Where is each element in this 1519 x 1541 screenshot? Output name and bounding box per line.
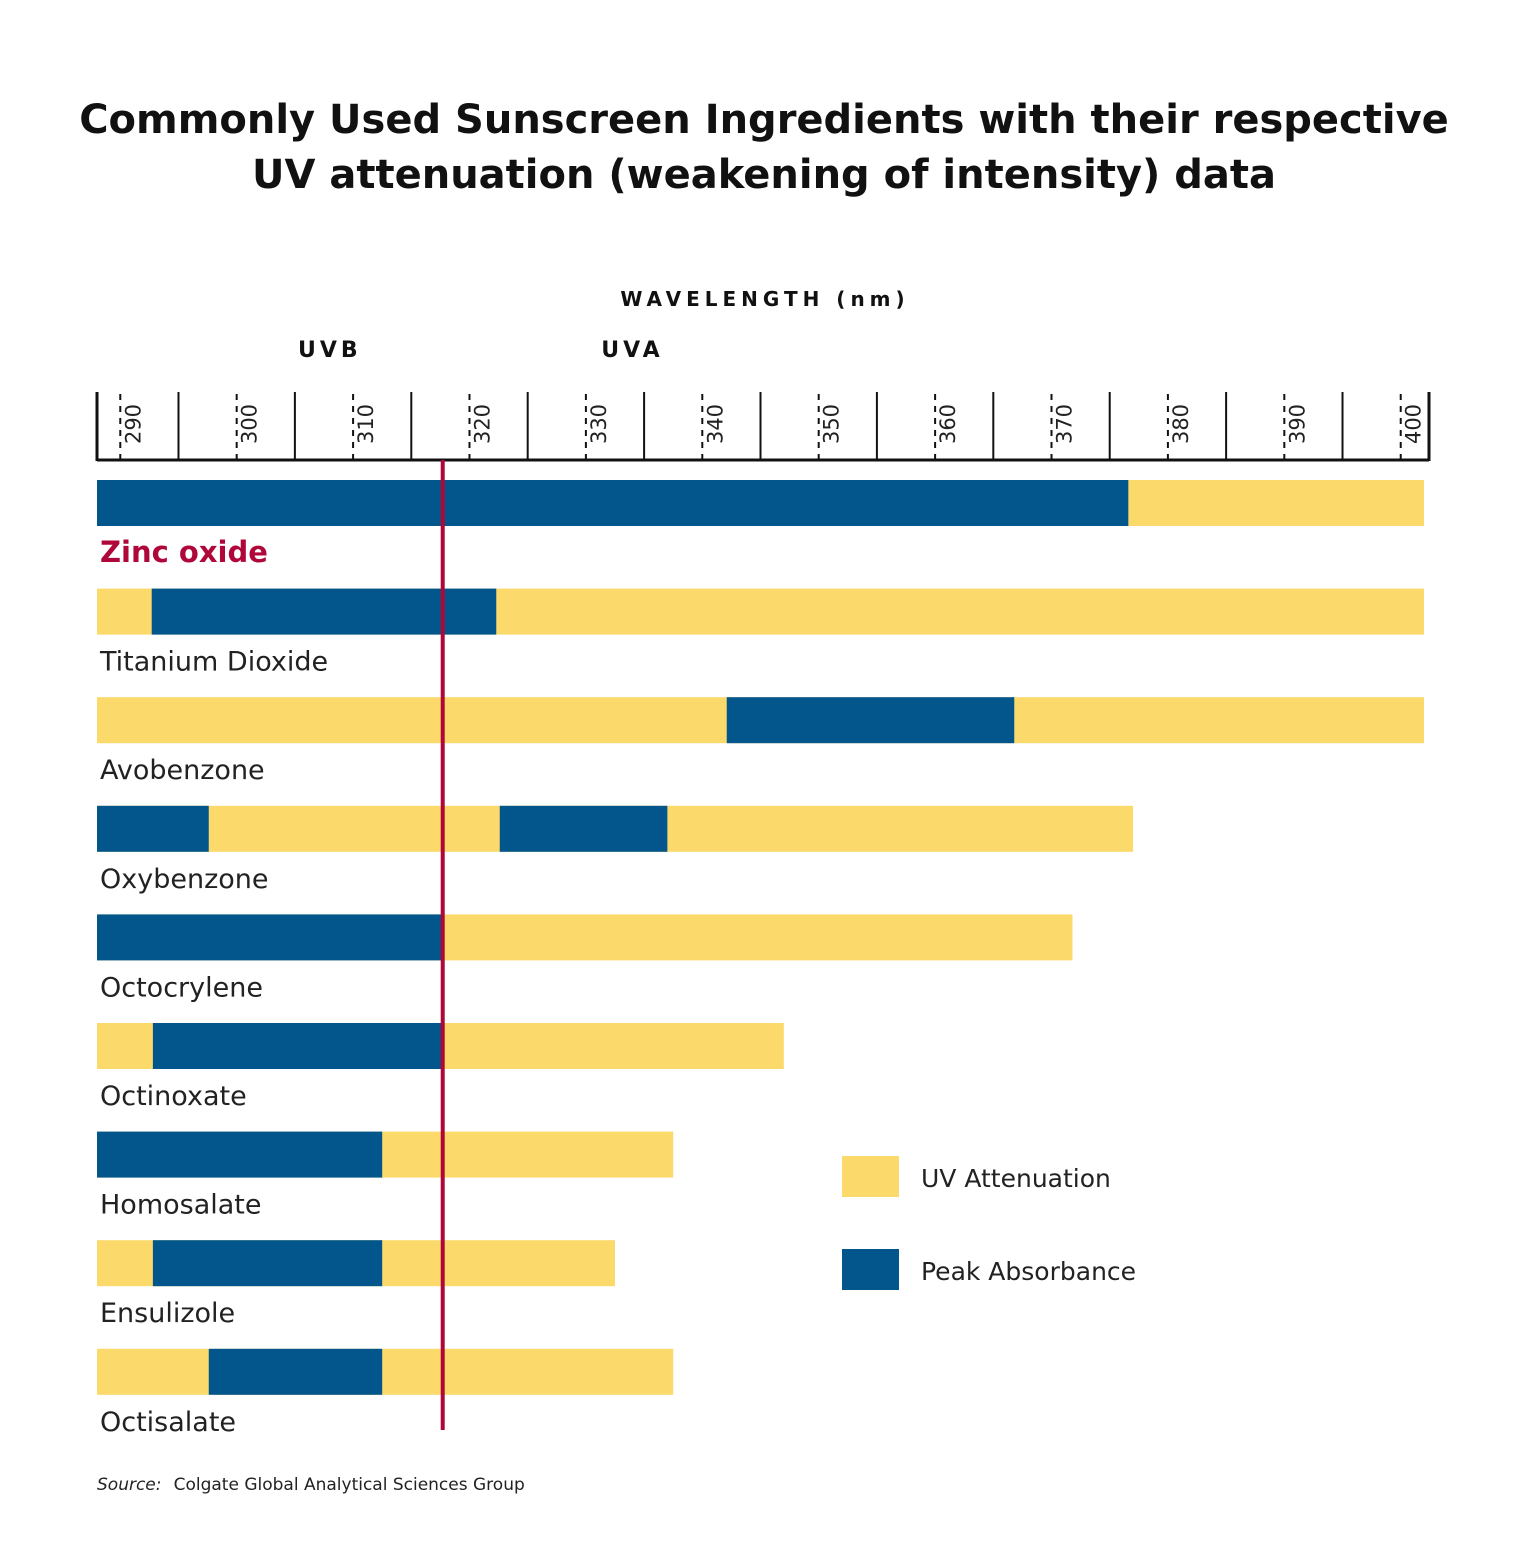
x-axis-title: WAVELENGTH (nm) (620, 287, 909, 311)
x-tick-label-380: 380 (1169, 404, 1193, 444)
bar-octisalate-peak (208, 1348, 383, 1395)
bar-labels-layer: Zinc oxide Titanium Dioxide Avobenzone Oxyb… (99, 535, 328, 1438)
x-tick-label-370: 370 (1053, 404, 1077, 444)
x-tick-label-360: 360 (936, 404, 960, 444)
regions-layer: UVB UVA (298, 338, 663, 363)
x-tick-label-320: 320 (470, 404, 494, 444)
x-tick-label-390: 390 (1285, 404, 1309, 444)
bar-avobenzone-peak (726, 697, 1015, 744)
bar-label-titanium-dioxide: Titanium Dioxide (99, 647, 328, 678)
x-tick-label-300: 300 (238, 404, 262, 444)
bar-titanium-dioxide-peak (151, 588, 497, 635)
legend: UV Attenuation Peak Absorbance (842, 1156, 1136, 1290)
bar-label-octocrylene: Octocrylene (100, 972, 263, 1003)
bar-label-homosalate: Homosalate (100, 1190, 262, 1221)
bar-octisalate-attenuation (97, 1348, 674, 1395)
legend-swatch-peak-absorbance (842, 1249, 899, 1290)
source-text: Colgate Global Analytical Sciences Group (174, 1475, 525, 1495)
bar-label-oxybenzone: Oxybenzone (100, 864, 269, 895)
bar-zinc-oxide-peak (97, 480, 1129, 526)
bars-layer (97, 480, 1424, 1395)
chart-title-line-1: Commonly Used Sunscreen Ingredients with… (79, 97, 1449, 143)
x-axis: 290 300 310 320 330 340 350 360 370 380 390 400 (95, 392, 1431, 462)
bar-oxybenzone-peak (499, 805, 668, 852)
legend-label-uv-attenuation: UV Attenuation (921, 1164, 1111, 1193)
bar-label-zinc-oxide: Zinc oxide (100, 535, 268, 569)
x-tick-label-340: 340 (703, 404, 727, 444)
bar-octinoxate-peak (152, 1023, 443, 1069)
bar-homosalate-peak (97, 1131, 383, 1178)
bar-oxybenzone-peak (97, 805, 209, 852)
source-note: Source: Colgate Global Analytical Scienc… (97, 1475, 525, 1495)
region-label-uva: UVA (601, 338, 663, 363)
legend-swatch-uv-attenuation (842, 1156, 899, 1197)
source-label: Source: (97, 1475, 162, 1495)
bar-ensulizole-peak (152, 1240, 383, 1287)
x-tick-label-400: 400 (1402, 404, 1426, 444)
region-label-uvb: UVB (298, 338, 362, 363)
bar-octocrylene-peak (97, 914, 443, 961)
bar-label-avobenzone: Avobenzone (100, 755, 265, 786)
x-tick-label-290: 290 (121, 404, 145, 444)
bar-label-ensulizole: Ensulizole (100, 1298, 235, 1329)
chart-title-line-2: UV attenuation (weakening of intensity) … (252, 152, 1276, 198)
bar-label-octisalate: Octisalate (100, 1407, 236, 1438)
legend-label-peak-absorbance: Peak Absorbance (921, 1257, 1136, 1286)
bar-label-octinoxate: Octinoxate (100, 1081, 247, 1112)
x-tick-label-350: 350 (820, 404, 844, 444)
x-tick-label-310: 310 (354, 404, 378, 444)
x-tick-label-330: 330 (587, 404, 611, 444)
